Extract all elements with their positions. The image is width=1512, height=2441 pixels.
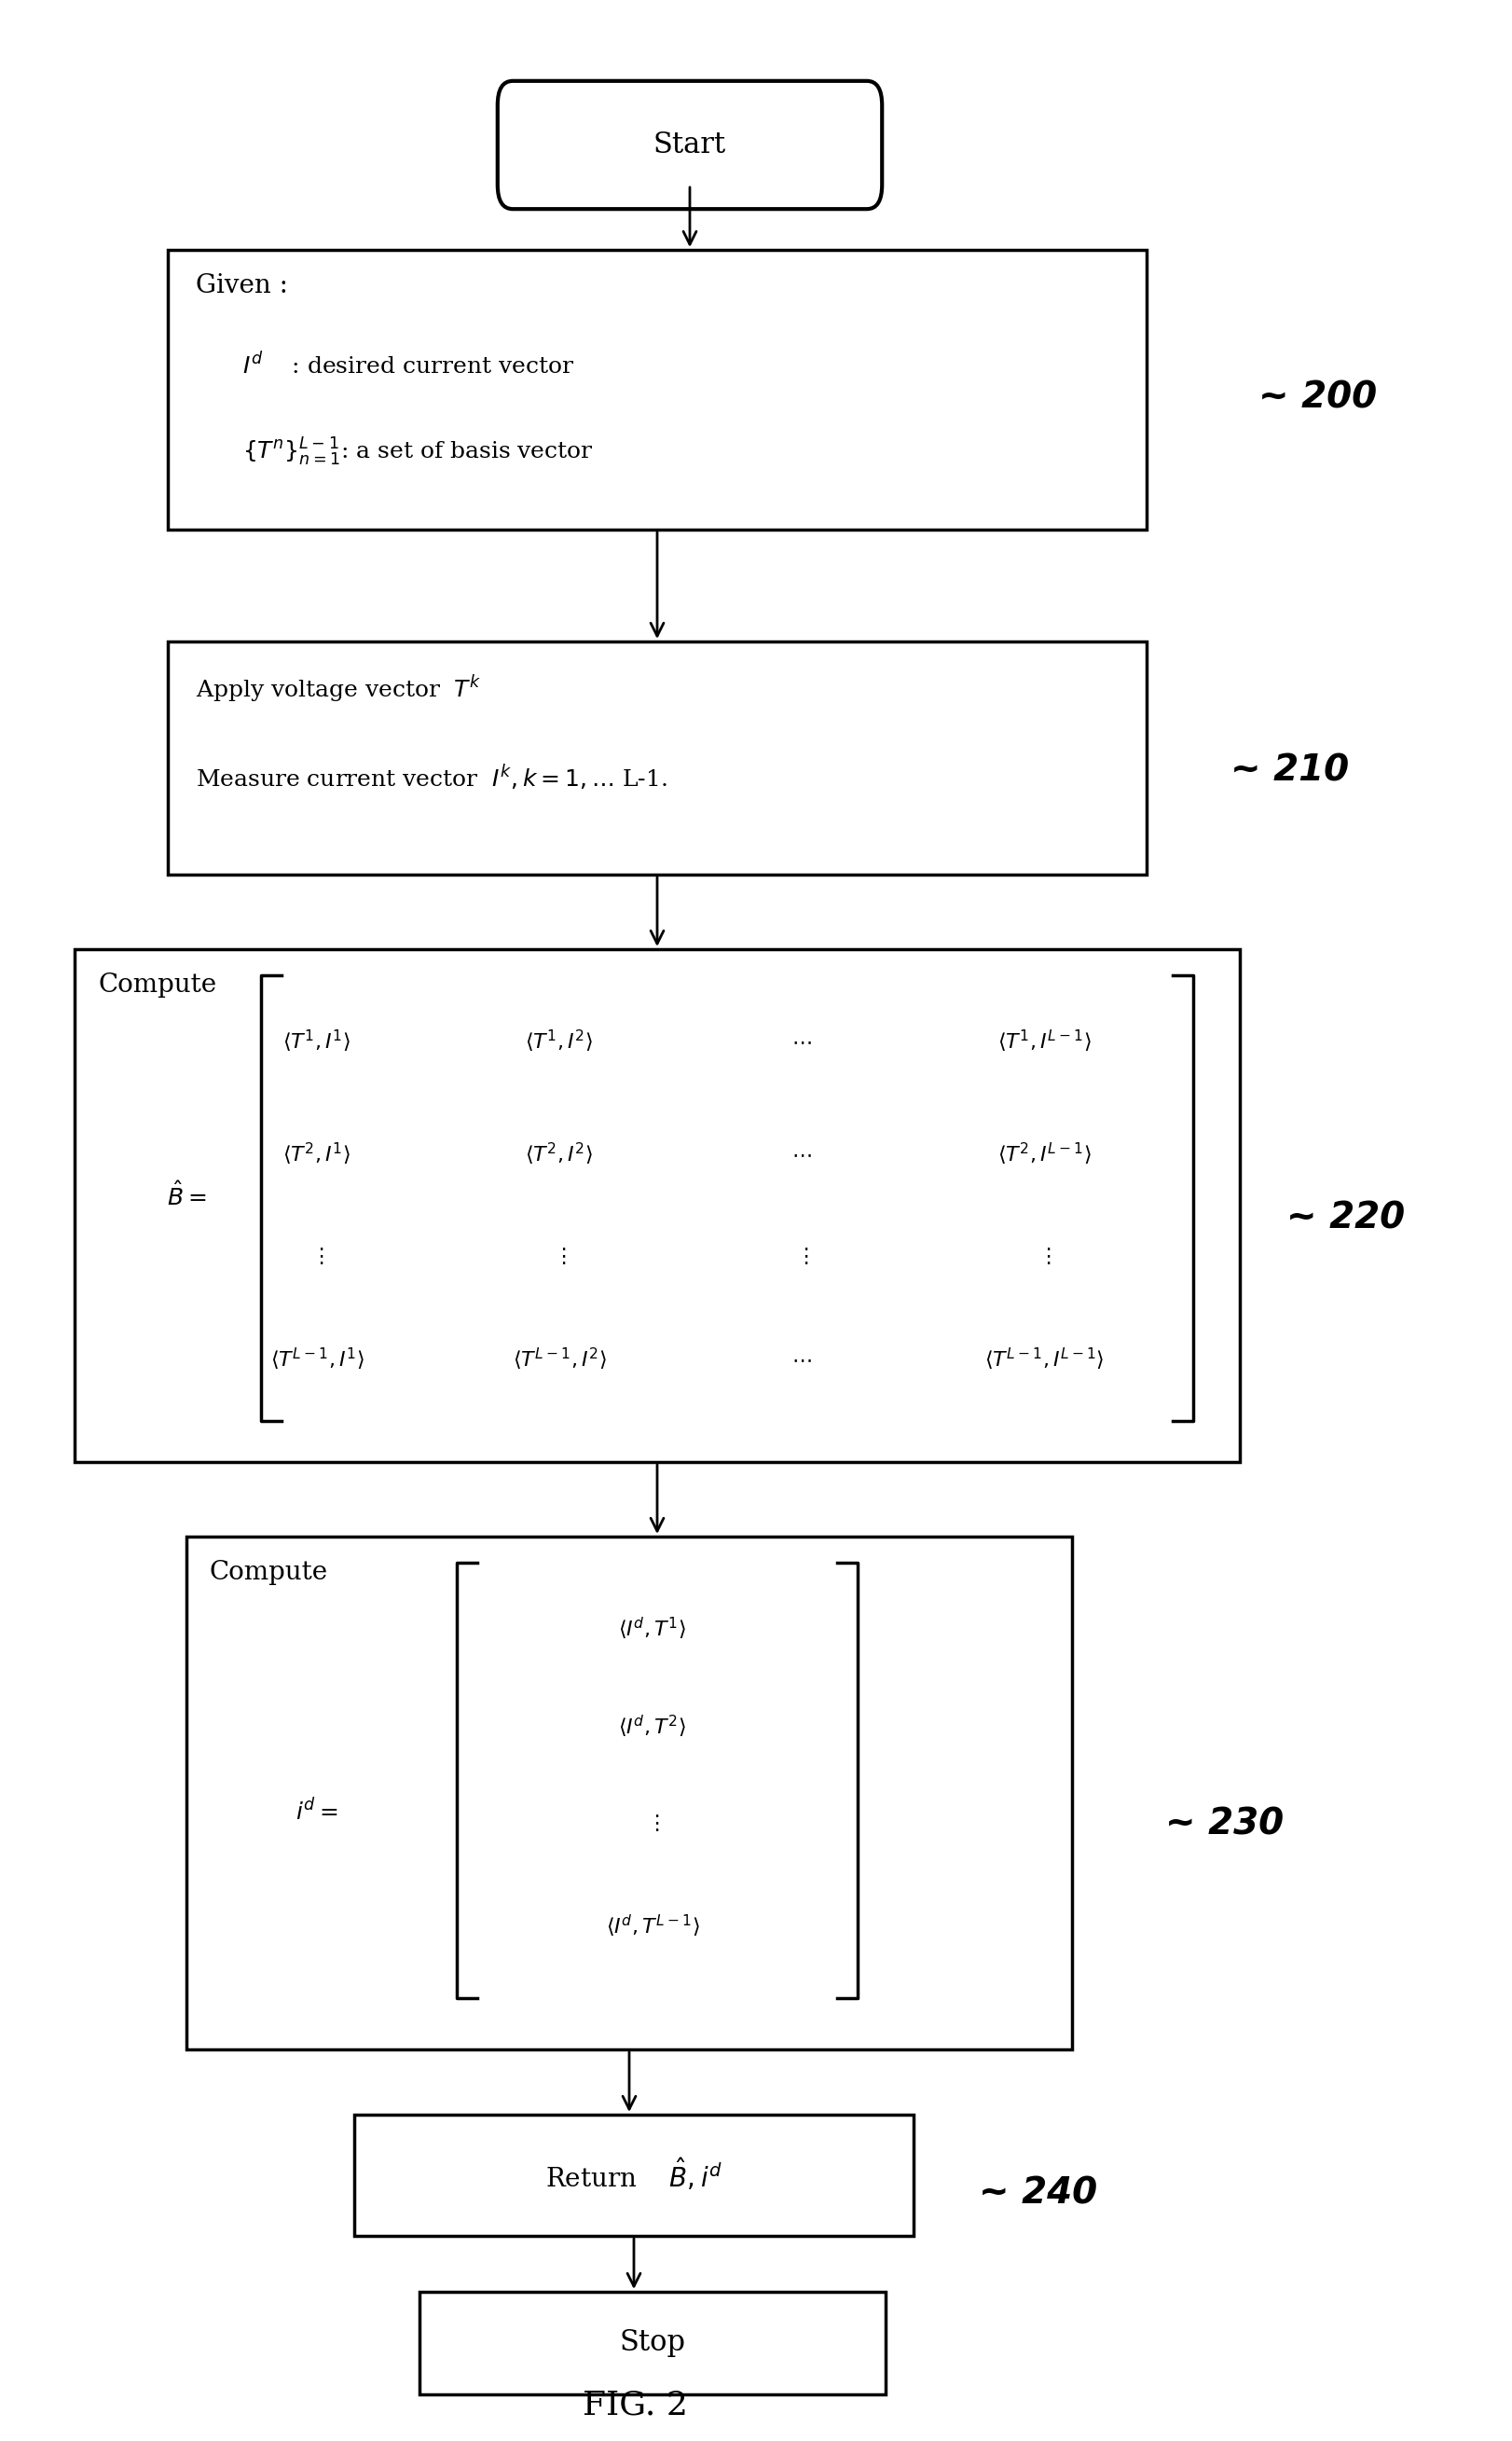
Text: $\langle T^{L-1},I^1 \rangle$: $\langle T^{L-1},I^1 \rangle$ xyxy=(271,1347,364,1372)
Text: $\langle I^d,T^{L-1} \rangle$: $\langle I^d,T^{L-1} \rangle$ xyxy=(605,1914,700,1941)
Text: ~ 210: ~ 210 xyxy=(1231,754,1349,788)
FancyBboxPatch shape xyxy=(186,1535,1072,2050)
Text: Compute: Compute xyxy=(98,972,216,998)
Text: $\vdots$: $\vdots$ xyxy=(646,1814,659,1833)
Text: FIG. 2: FIG. 2 xyxy=(582,2390,688,2421)
Text: $\langle T^1,I^{L-1} \rangle$: $\langle T^1,I^{L-1} \rangle$ xyxy=(996,1028,1092,1055)
Text: $\langle T^2,I^1 \rangle$: $\langle T^2,I^1 \rangle$ xyxy=(283,1140,351,1167)
FancyBboxPatch shape xyxy=(168,642,1146,874)
Text: ~ 230: ~ 230 xyxy=(1166,1806,1284,1843)
Text: $\cdots$: $\cdots$ xyxy=(792,1145,812,1164)
Text: $\langle T^{L-1},I^{L-1} \rangle$: $\langle T^{L-1},I^{L-1} \rangle$ xyxy=(984,1347,1104,1372)
Text: ~ 240: ~ 240 xyxy=(978,2175,1098,2212)
Text: $\cdots$: $\cdots$ xyxy=(792,1350,812,1369)
Text: $\vdots$: $\vdots$ xyxy=(1037,1247,1051,1267)
Text: $\vdots$: $\vdots$ xyxy=(310,1247,324,1267)
FancyBboxPatch shape xyxy=(419,2292,886,2395)
FancyBboxPatch shape xyxy=(168,249,1146,530)
Text: ~ 220: ~ 220 xyxy=(1287,1201,1405,1235)
Text: $\langle T^1,I^1 \rangle$: $\langle T^1,I^1 \rangle$ xyxy=(283,1028,351,1055)
Text: $i^d=$: $i^d=$ xyxy=(296,1799,339,1826)
Text: Given :: Given : xyxy=(195,273,289,298)
Text: $\langle T^2,I^2 \rangle$: $\langle T^2,I^2 \rangle$ xyxy=(525,1140,593,1167)
Text: Compute: Compute xyxy=(210,1560,328,1584)
Text: Measure current vector  $I^k, k=1,\ldots$ L-1.: Measure current vector $I^k, k=1,\ldots$… xyxy=(195,762,667,791)
Text: $\langle T^2,I^{L-1} \rangle$: $\langle T^2,I^{L-1} \rangle$ xyxy=(996,1140,1092,1167)
Text: Return    $\hat{B}, i^d$: Return $\hat{B}, i^d$ xyxy=(546,2158,723,2194)
Text: $\{T^n\}_{n=1}^{L-1}$: a set of basis vector: $\{T^n\}_{n=1}^{L-1}$: a set of basis ve… xyxy=(242,437,594,469)
Text: Stop: Stop xyxy=(620,2329,685,2358)
FancyBboxPatch shape xyxy=(354,2114,913,2236)
FancyBboxPatch shape xyxy=(74,950,1240,1462)
Text: $\vdots$: $\vdots$ xyxy=(795,1247,809,1267)
Text: $\cdots$: $\cdots$ xyxy=(792,1030,812,1052)
FancyBboxPatch shape xyxy=(497,81,881,210)
Text: $\vdots$: $\vdots$ xyxy=(553,1247,565,1267)
Text: $\langle I^d,T^2 \rangle$: $\langle I^d,T^2 \rangle$ xyxy=(618,1714,686,1740)
Text: $\langle T^{L-1},I^2 \rangle$: $\langle T^{L-1},I^2 \rangle$ xyxy=(513,1347,606,1372)
Text: $\hat{B}=$: $\hat{B}=$ xyxy=(166,1181,206,1211)
Text: $\langle T^1,I^2 \rangle$: $\langle T^1,I^2 \rangle$ xyxy=(525,1028,593,1055)
Text: $I^d$    : desired current vector: $I^d$ : desired current vector xyxy=(242,352,575,378)
Text: Apply voltage vector  $T^k$: Apply voltage vector $T^k$ xyxy=(195,674,482,705)
Text: $\langle I^d,T^1 \rangle$: $\langle I^d,T^1 \rangle$ xyxy=(618,1616,686,1643)
Text: ~ 200: ~ 200 xyxy=(1258,381,1377,415)
Text: Start: Start xyxy=(653,129,726,159)
